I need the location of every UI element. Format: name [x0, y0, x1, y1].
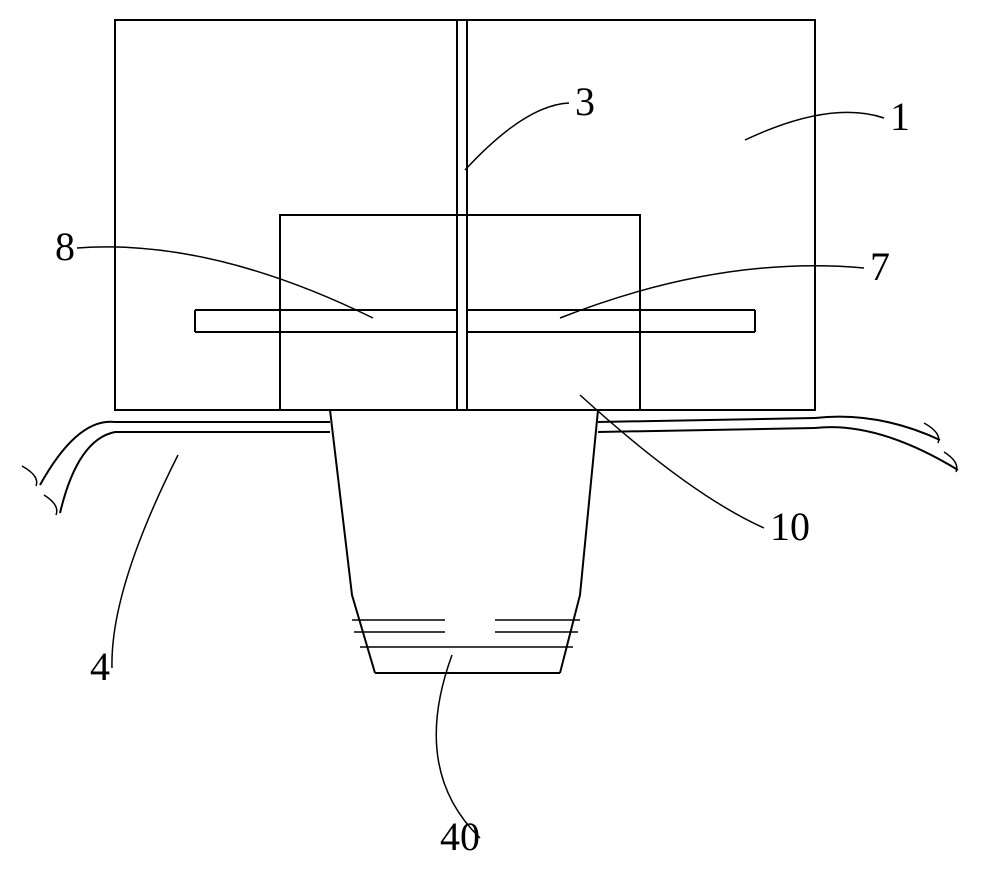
technical-drawing: 1 3 7 8 10 4 40: [0, 0, 1000, 878]
label-n7: 7: [870, 244, 890, 289]
label-n1: 1: [890, 94, 910, 139]
leader-n40: [436, 655, 480, 838]
inner-block-rect: [280, 215, 640, 410]
nozzle-right-edge: [560, 410, 598, 673]
label-n3: 3: [575, 79, 595, 124]
leader-n4: [112, 455, 178, 668]
leader-n3: [465, 103, 569, 170]
leader-n8: [77, 247, 373, 318]
label-n8: 8: [55, 224, 75, 269]
leader-n10: [580, 395, 764, 528]
label-n10: 10: [770, 504, 810, 549]
nozzle-left-edge: [330, 410, 375, 673]
label-n4: 4: [90, 644, 110, 689]
label-n40: 40: [440, 814, 480, 859]
